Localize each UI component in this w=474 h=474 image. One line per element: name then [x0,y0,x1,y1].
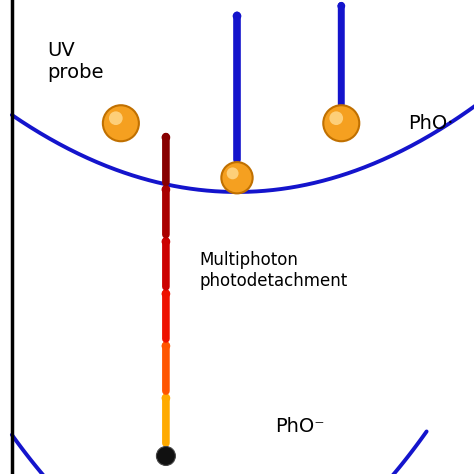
Circle shape [109,111,123,125]
Circle shape [221,162,253,193]
Text: UV
probe: UV probe [47,41,104,82]
Text: Multiphoton
photodetachment: Multiphoton photodetachment [199,251,347,290]
Circle shape [227,167,238,179]
Circle shape [156,447,175,465]
Circle shape [323,105,359,141]
Text: PhO⁻: PhO⁻ [275,417,324,436]
Circle shape [103,105,139,141]
Text: PhO·: PhO· [408,114,453,133]
Circle shape [329,111,343,125]
